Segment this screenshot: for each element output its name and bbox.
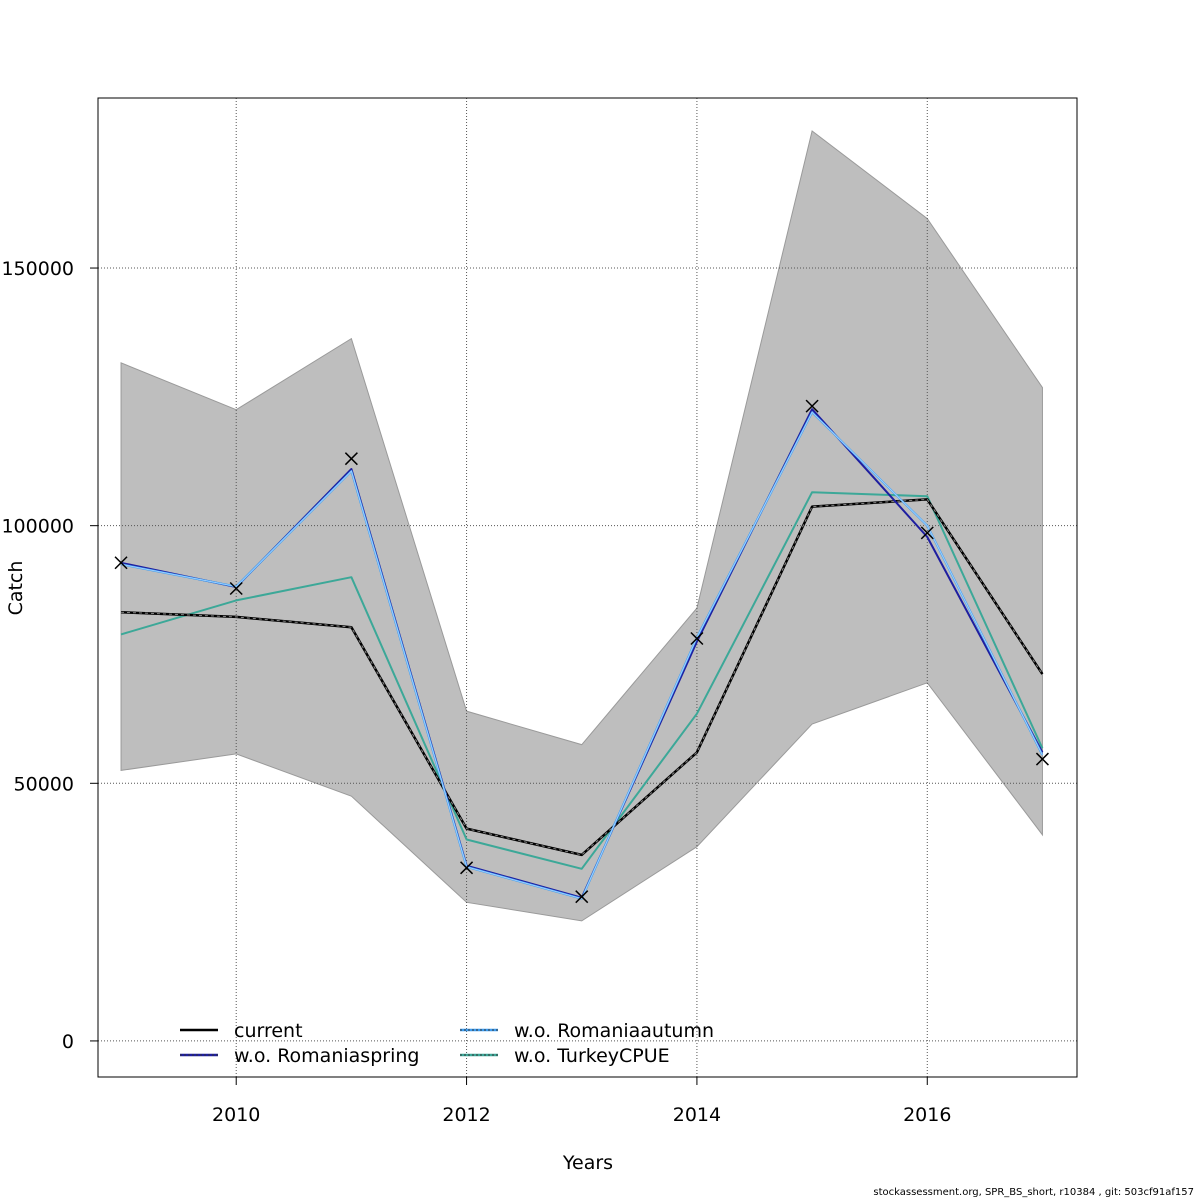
observed-point — [690, 631, 704, 646]
legend: current w.o. Romaniaspring w.o. Romaniaaut… — [180, 1020, 714, 1067]
legend-label-2: w.o. Romaniaautumn — [514, 1020, 714, 1042]
legend-label-3: w.o. TurkeyCPUE — [514, 1045, 670, 1067]
legend-label-1: w.o. Romaniaspring — [234, 1045, 419, 1067]
observed-markers-layer — [114, 399, 1049, 904]
observed-point-stroke — [114, 556, 128, 570]
observed-point-stroke — [805, 399, 819, 413]
y-tick-label: 100000 — [1, 516, 74, 538]
observed-point-stroke — [690, 631, 704, 646]
x-axis-title: Years — [562, 1152, 613, 1174]
legend-label-0: current — [234, 1020, 303, 1042]
observed-point — [1035, 752, 1049, 766]
observed-point-stroke — [920, 526, 934, 540]
y-tick-label: 0 — [62, 1031, 74, 1053]
series-line-0 — [120, 498, 1044, 857]
observed-point — [460, 861, 474, 875]
y-axis: 0 50000 100000 150000 — [1, 258, 98, 1053]
observed-point — [920, 526, 934, 540]
observed-point-stroke — [1035, 752, 1049, 766]
y-tick-label: 150000 — [1, 258, 74, 280]
confidence-band — [120, 130, 1043, 922]
plot-frame — [97, 97, 1078, 1078]
x-axis: 2010 2012 2014 2016 — [212, 1077, 951, 1126]
observed-point-stroke — [344, 452, 358, 466]
observed-point — [114, 556, 128, 570]
observed-point — [805, 399, 819, 413]
footer-credit: stockassessment.org, SPR_BS_short, r1038… — [873, 1187, 1194, 1198]
observed-point-stroke — [229, 582, 243, 596]
observed-point — [229, 582, 243, 596]
y-axis-title: Catch — [5, 561, 27, 616]
y-tick-label: 50000 — [14, 773, 74, 795]
observed-point-stroke — [575, 890, 589, 904]
series-line-2-highlight — [120, 411, 1043, 900]
x-tick-label: 2010 — [212, 1104, 260, 1126]
observed-point — [575, 890, 589, 904]
x-tick-label: 2016 — [903, 1104, 951, 1126]
observed-point-stroke — [460, 861, 474, 875]
observed-point — [344, 452, 358, 466]
x-tick-label: 2012 — [442, 1104, 490, 1126]
x-tick-label: 2014 — [673, 1104, 721, 1126]
series-layer — [120, 408, 1044, 900]
confidence-band-layer — [120, 130, 1043, 922]
